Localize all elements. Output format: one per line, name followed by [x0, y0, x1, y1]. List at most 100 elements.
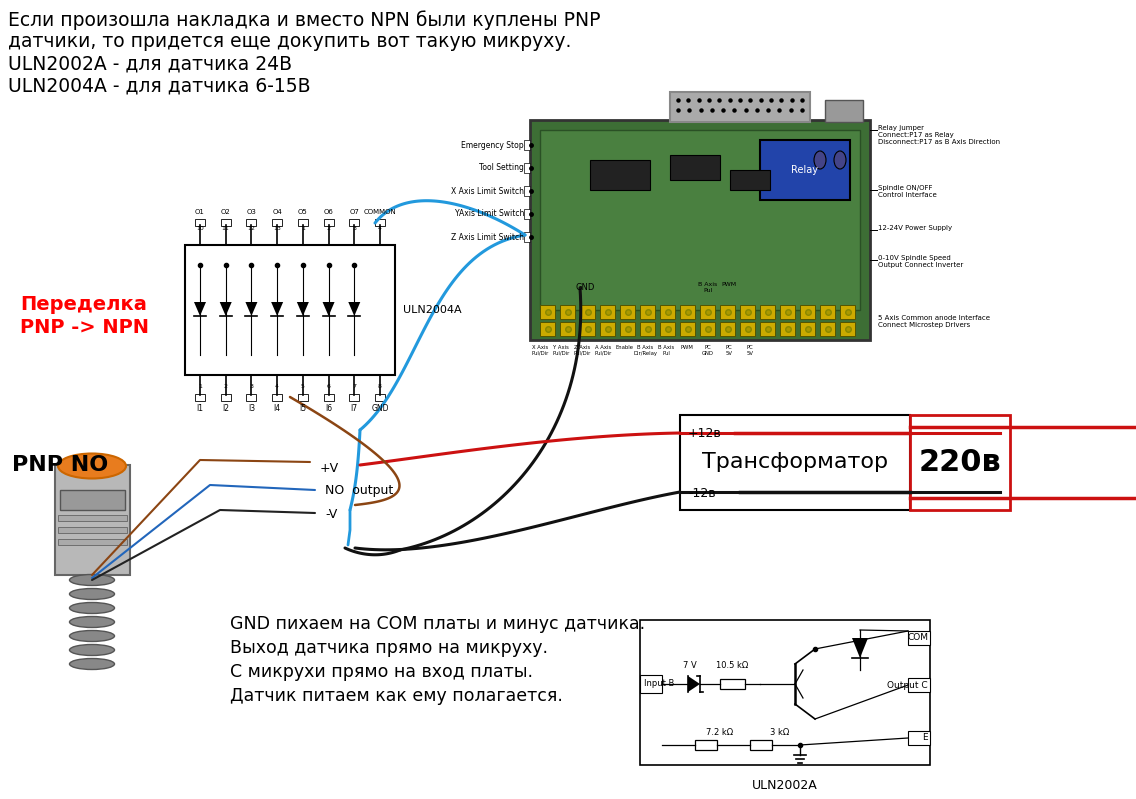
- Text: -12в: -12в: [688, 487, 716, 500]
- Text: 7.2 kΩ: 7.2 kΩ: [707, 728, 734, 737]
- Bar: [700, 322, 715, 336]
- Bar: [195, 219, 204, 226]
- Bar: [531, 120, 870, 340]
- Bar: [524, 140, 531, 150]
- Bar: [670, 92, 810, 122]
- Text: +12в: +12в: [688, 427, 721, 440]
- Text: PC
5V: PC 5V: [746, 345, 753, 356]
- Bar: [750, 740, 772, 750]
- Text: X Axis Limit Switch: X Axis Limit Switch: [451, 186, 524, 196]
- Text: Enable: Enable: [615, 345, 633, 350]
- Polygon shape: [852, 638, 868, 658]
- Text: I4: I4: [274, 404, 281, 413]
- Text: 5 Axis Common anode Interface
Connect Microstep Drivers: 5 Axis Common anode Interface Connect Mi…: [878, 315, 989, 328]
- Text: 5: 5: [301, 384, 304, 388]
- Text: O5: O5: [298, 209, 308, 215]
- Text: GND пихаем на COM платы и минус датчика.: GND пихаем на COM платы и минус датчика.: [229, 615, 645, 633]
- Ellipse shape: [69, 658, 115, 670]
- Text: Relay jumper
Connect:P17 as Relay
Disconnect:P17 as B Axis Direction: Relay jumper Connect:P17 as Relay Discon…: [878, 125, 1000, 145]
- Ellipse shape: [815, 151, 826, 169]
- Text: 7: 7: [352, 384, 357, 388]
- Text: O4: O4: [273, 209, 282, 215]
- Text: B Axis
Pul: B Axis Pul: [699, 282, 718, 292]
- Bar: [600, 305, 615, 319]
- Bar: [660, 305, 675, 319]
- Text: 13: 13: [273, 226, 281, 232]
- Bar: [324, 394, 334, 401]
- Text: Y Axis
Pul/Dir: Y Axis Pul/Dir: [552, 345, 569, 356]
- Bar: [780, 322, 795, 336]
- Text: COM: COM: [907, 634, 928, 642]
- Text: O6: O6: [324, 209, 334, 215]
- Text: 12-24V Power Supply: 12-24V Power Supply: [878, 225, 952, 231]
- Bar: [660, 322, 675, 336]
- Text: COMMON: COMMON: [364, 209, 396, 215]
- Text: Z Axis
Pul/Dir: Z Axis Pul/Dir: [574, 345, 591, 356]
- Text: YAxis Limit Switch: YAxis Limit Switch: [454, 209, 524, 218]
- Ellipse shape: [69, 630, 115, 642]
- Bar: [740, 305, 755, 319]
- Bar: [195, 394, 204, 401]
- Bar: [375, 394, 385, 401]
- Bar: [820, 305, 835, 319]
- Polygon shape: [219, 302, 232, 316]
- Bar: [298, 394, 308, 401]
- Text: Spindle ON/OFF
Control Interface: Spindle ON/OFF Control Interface: [878, 185, 937, 198]
- Ellipse shape: [58, 454, 126, 479]
- Bar: [60, 490, 125, 510]
- Bar: [540, 322, 556, 336]
- Text: I1: I1: [197, 404, 203, 413]
- Text: Если произошла накладка и вместо NPN были куплены PNP: Если произошла накладка и вместо NPN был…: [8, 10, 601, 30]
- Text: PWM: PWM: [680, 345, 693, 350]
- Text: ULN2002A - для датчика 24В: ULN2002A - для датчика 24В: [8, 54, 292, 73]
- Text: Relay: Relay: [792, 165, 819, 175]
- Bar: [640, 620, 930, 765]
- Text: Выход датчика прямо на микруху.: Выход датчика прямо на микруху.: [229, 639, 548, 657]
- Text: Датчик питаем как ему полагается.: Датчик питаем как ему полагается.: [229, 687, 562, 705]
- Bar: [680, 322, 695, 336]
- Bar: [580, 305, 595, 319]
- Polygon shape: [296, 302, 309, 316]
- Bar: [247, 394, 257, 401]
- Text: PWM: PWM: [721, 282, 736, 287]
- Bar: [780, 305, 795, 319]
- Text: 6: 6: [327, 384, 331, 388]
- Text: O2: O2: [220, 209, 231, 215]
- Text: 3: 3: [250, 384, 253, 388]
- Bar: [58, 527, 127, 533]
- Bar: [840, 305, 855, 319]
- Bar: [760, 305, 775, 319]
- Text: 3: 3: [352, 226, 357, 232]
- Text: PNP NO: PNP NO: [12, 455, 108, 475]
- Polygon shape: [688, 676, 700, 692]
- Bar: [349, 219, 359, 226]
- Polygon shape: [349, 302, 360, 316]
- Text: Z Axis Limit Switch: Z Axis Limit Switch: [451, 233, 524, 241]
- Bar: [273, 394, 282, 401]
- Text: Tool Setting: Tool Setting: [479, 164, 524, 173]
- Bar: [185, 245, 395, 375]
- Text: A Axis
Pul/Dir: A Axis Pul/Dir: [594, 345, 611, 356]
- Ellipse shape: [69, 645, 115, 655]
- Bar: [524, 232, 531, 242]
- Text: O1: O1: [195, 209, 204, 215]
- Text: GND: GND: [575, 284, 594, 292]
- Bar: [247, 219, 257, 226]
- Text: X Axis
Pul/Dir: X Axis Pul/Dir: [532, 345, 549, 356]
- Text: NO  output: NO output: [325, 484, 393, 497]
- Text: Input B: Input B: [644, 679, 675, 689]
- Bar: [730, 170, 770, 190]
- Bar: [720, 322, 735, 336]
- Bar: [680, 305, 695, 319]
- Bar: [375, 219, 385, 226]
- Bar: [720, 679, 745, 689]
- Text: O7: O7: [350, 209, 359, 215]
- Bar: [800, 322, 815, 336]
- Bar: [910, 415, 1010, 510]
- Bar: [58, 515, 127, 521]
- Text: 4: 4: [378, 226, 382, 232]
- Bar: [540, 305, 556, 319]
- Text: ULN2004A: ULN2004A: [403, 305, 461, 315]
- Text: I6: I6: [325, 404, 332, 413]
- Polygon shape: [245, 302, 258, 316]
